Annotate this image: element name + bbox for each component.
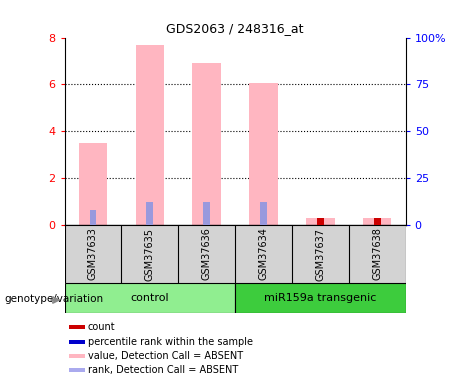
Bar <box>260 202 267 225</box>
Text: rank, Detection Call = ABSENT: rank, Detection Call = ABSENT <box>88 365 238 375</box>
Bar <box>317 218 324 225</box>
Text: control: control <box>130 293 169 303</box>
Bar <box>69 354 85 358</box>
Text: GSM37638: GSM37638 <box>372 228 382 280</box>
Text: count: count <box>88 322 116 332</box>
Bar <box>203 202 210 225</box>
Bar <box>136 45 164 225</box>
Text: GSM37636: GSM37636 <box>201 228 212 280</box>
Bar <box>306 218 335 225</box>
Text: GSM37633: GSM37633 <box>88 228 98 280</box>
Bar <box>69 325 85 329</box>
Bar <box>69 340 85 344</box>
Bar <box>235 283 406 313</box>
Bar <box>374 218 381 225</box>
Bar <box>249 83 278 225</box>
Text: genotype/variation: genotype/variation <box>5 294 104 304</box>
Text: GSM37635: GSM37635 <box>145 228 155 280</box>
Bar <box>193 63 221 225</box>
Bar <box>79 143 107 225</box>
Bar <box>363 218 391 225</box>
Text: percentile rank within the sample: percentile rank within the sample <box>88 337 253 347</box>
Text: value, Detection Call = ABSENT: value, Detection Call = ABSENT <box>88 351 243 361</box>
Bar <box>65 283 235 313</box>
Text: GSM37634: GSM37634 <box>259 228 269 280</box>
Title: GDS2063 / 248316_at: GDS2063 / 248316_at <box>166 22 304 35</box>
Bar <box>89 210 96 225</box>
Bar <box>69 368 85 372</box>
Bar <box>147 202 153 225</box>
Text: miR159a transgenic: miR159a transgenic <box>264 293 377 303</box>
Text: GSM37637: GSM37637 <box>315 228 325 280</box>
